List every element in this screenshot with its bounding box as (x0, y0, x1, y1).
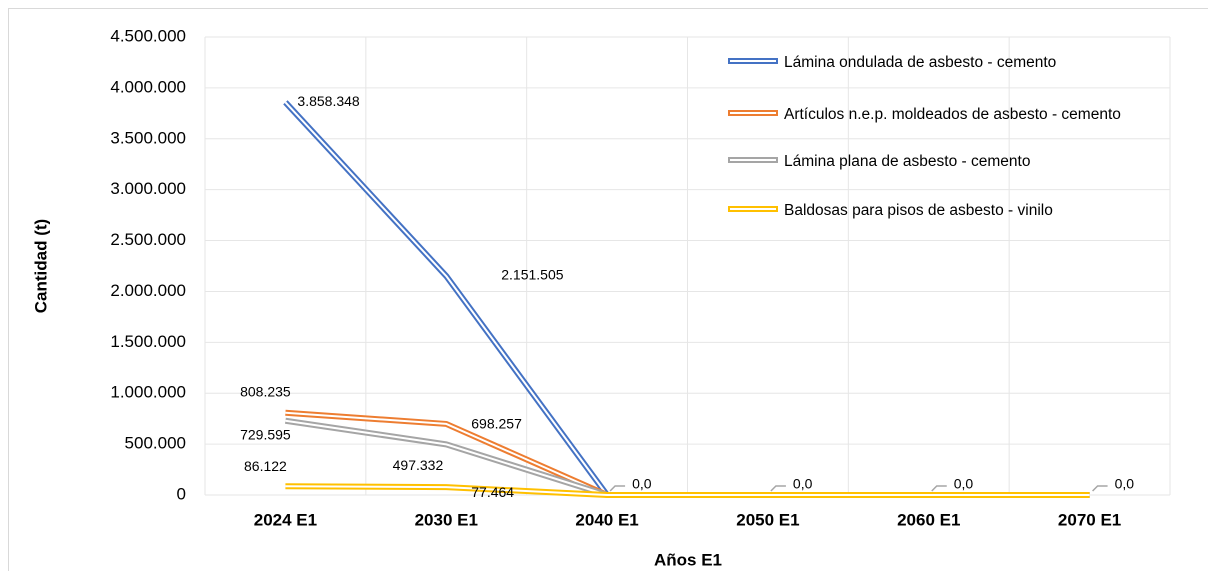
data-label: 0,0 (1115, 476, 1135, 492)
legend-item: Lámina ondulada de asbesto - cemento (728, 52, 1144, 73)
y-tick-label: 2.500.000 (110, 230, 186, 249)
x-axis-title: Años E1 (654, 550, 722, 569)
y-tick-label: 0 (177, 484, 186, 503)
label-leader (931, 485, 947, 492)
data-label: 0,0 (632, 476, 652, 492)
label-leader (609, 485, 626, 492)
x-tick-label: 2030 E1 (415, 510, 478, 529)
y-tick-label: 4.500.000 (110, 26, 186, 45)
data-label: 77.464 (471, 484, 514, 500)
data-label: 698.257 (471, 416, 522, 432)
legend-item: Artículos n.e.p. moldeados de asbesto - … (728, 104, 1144, 125)
series-line-inner (285, 485, 1090, 496)
y-tick-label: 1.000.000 (110, 383, 186, 402)
legend-swatch (728, 58, 778, 64)
data-label: 0,0 (954, 476, 974, 492)
y-axis-title: Cantidad (t) (31, 219, 50, 313)
chart-border (8, 8, 1208, 571)
x-tick-label: 2060 E1 (897, 510, 960, 529)
data-label: 729.595 (240, 426, 291, 442)
legend-label: Lámina plana de asbesto - cemento (784, 153, 1031, 170)
x-tick-label: 2024 E1 (254, 510, 317, 529)
legend-swatch (728, 206, 778, 212)
y-tick-label: 4.000.000 (110, 77, 186, 96)
x-tick-label: 2070 E1 (1058, 510, 1121, 529)
y-tick-label: 3.500.000 (110, 128, 186, 147)
legend-label: Artículos n.e.p. moldeados de asbesto - … (784, 106, 1121, 123)
x-tick-label: 2050 E1 (736, 510, 799, 529)
data-label: 3.858.348 (297, 93, 359, 109)
y-tick-label: 2.000.000 (110, 281, 186, 300)
label-leader (1092, 485, 1108, 492)
legend-item: Baldosas para pisos de asbesto - vinilo (728, 200, 1144, 221)
data-label: 808.235 (240, 383, 291, 399)
data-label: 86.122 (244, 458, 287, 474)
data-label: 497.332 (393, 457, 444, 473)
legend-label: Baldosas para pisos de asbesto - vinilo (784, 202, 1053, 219)
data-label: 2.151.505 (501, 267, 563, 283)
x-tick-label: 2040 E1 (575, 510, 638, 529)
legend-label: Lámina ondulada de asbesto - cemento (784, 54, 1057, 71)
data-label: 0,0 (793, 476, 813, 492)
label-leader (770, 485, 786, 492)
y-tick-label: 3.000.000 (110, 179, 186, 198)
legend-swatch (728, 157, 778, 163)
y-tick-label: 500.000 (125, 434, 186, 453)
legend-swatch (728, 110, 778, 116)
y-tick-label: 1.500.000 (110, 332, 186, 351)
legend-item: Lámina plana de asbesto - cemento (728, 151, 1144, 172)
